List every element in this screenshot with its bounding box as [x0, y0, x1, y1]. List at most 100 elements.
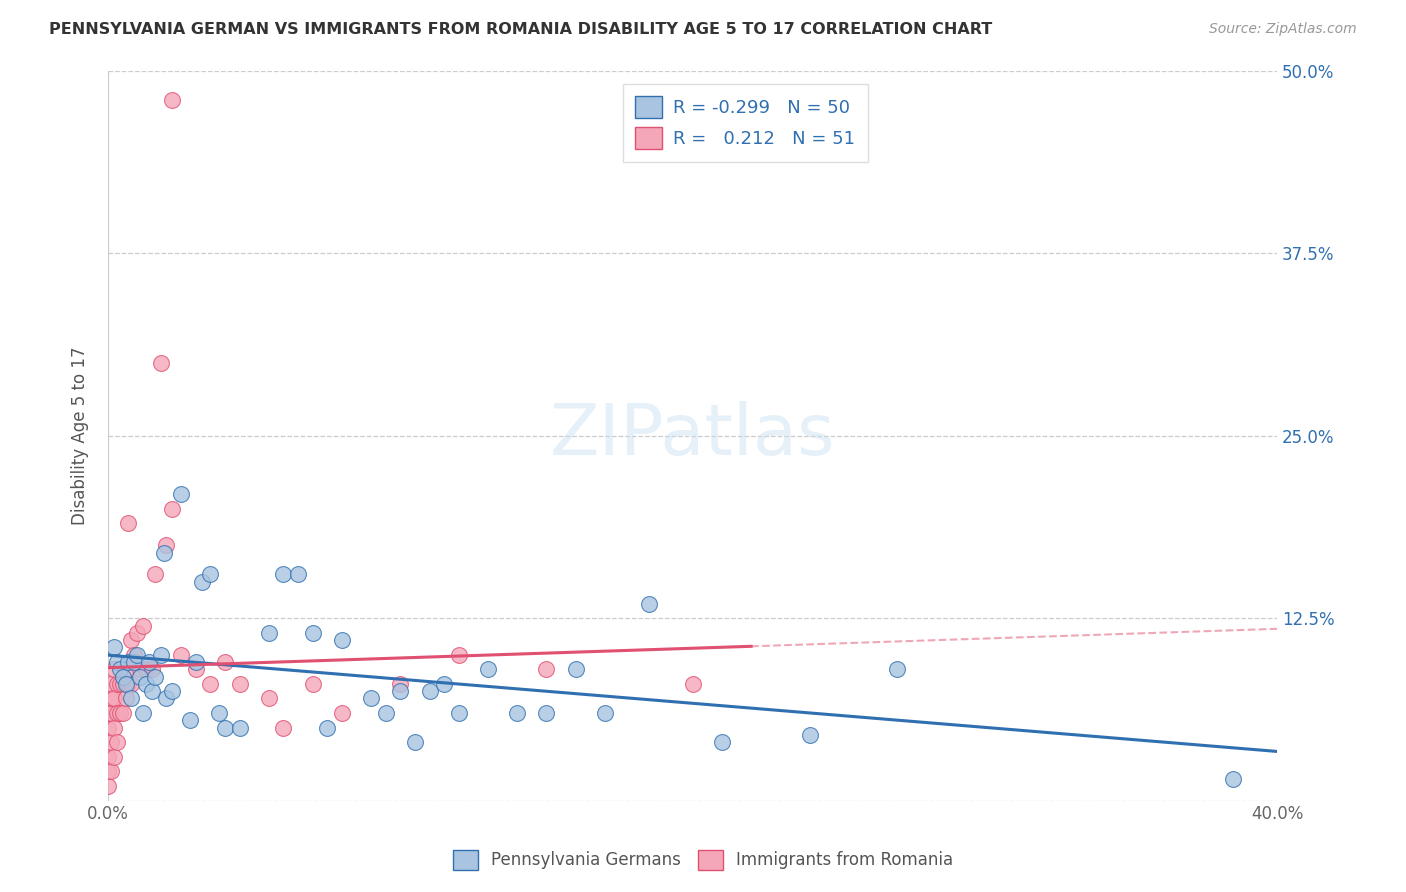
Point [124, 648, 146, 662]
Point [228, 677, 250, 691]
Point [117, 677, 139, 691]
Point [135, 677, 157, 691]
Point [105, 706, 128, 720]
Point [419, 684, 441, 698]
Point [100, 706, 122, 720]
Point [143, 567, 166, 582]
Point [124, 655, 146, 669]
Point [214, 721, 236, 735]
Point [257, 691, 280, 706]
Point [301, 625, 323, 640]
Point [141, 684, 163, 698]
Point [179, 714, 201, 728]
Point [155, 538, 177, 552]
Point [100, 677, 122, 691]
Point [152, 545, 174, 559]
Point [316, 721, 339, 735]
Point [208, 706, 231, 720]
Point [214, 655, 236, 669]
Point [114, 677, 136, 691]
Point [100, 764, 122, 779]
Point [170, 648, 193, 662]
Point [477, 662, 499, 676]
Point [100, 691, 122, 706]
Point [162, 684, 184, 698]
Point [184, 655, 207, 669]
Point [127, 648, 149, 662]
Point [97, 764, 120, 779]
Text: PENNSYLVANIA GERMAN VS IMMIGRANTS FROM ROMANIA DISABILITY AGE 5 TO 17 CORRELATIO: PENNSYLVANIA GERMAN VS IMMIGRANTS FROM R… [49, 22, 993, 37]
Point [200, 567, 222, 582]
Point [374, 706, 396, 720]
Point [103, 691, 125, 706]
Legend: R = -0.299   N = 50, R =   0.212   N = 51: R = -0.299 N = 50, R = 0.212 N = 51 [623, 84, 868, 162]
Point [138, 655, 160, 669]
Point [536, 706, 558, 720]
Point [330, 633, 353, 648]
Point [330, 706, 353, 720]
Point [149, 648, 172, 662]
Point [389, 684, 412, 698]
Point [129, 670, 152, 684]
Point [108, 662, 131, 676]
Point [447, 648, 470, 662]
Point [273, 567, 295, 582]
Point [710, 735, 733, 749]
Point [97, 749, 120, 764]
Point [536, 662, 558, 676]
Point [149, 356, 172, 370]
Point [190, 574, 212, 589]
Point [257, 625, 280, 640]
Point [564, 662, 586, 676]
Point [593, 706, 616, 720]
Point [111, 670, 134, 684]
Point [105, 677, 128, 691]
Point [127, 625, 149, 640]
Point [389, 677, 412, 691]
Point [97, 721, 120, 735]
Point [117, 516, 139, 531]
Point [682, 677, 704, 691]
Point [433, 677, 456, 691]
Point [228, 721, 250, 735]
Point [886, 662, 908, 676]
Point [103, 662, 125, 676]
Point [162, 93, 184, 107]
Point [141, 662, 163, 676]
Point [200, 677, 222, 691]
Point [120, 633, 142, 648]
Point [100, 735, 122, 749]
Point [120, 691, 142, 706]
Y-axis label: Disability Age 5 to 17: Disability Age 5 to 17 [72, 347, 89, 525]
Point [105, 735, 128, 749]
Point [103, 749, 125, 764]
Point [120, 677, 142, 691]
Point [143, 670, 166, 684]
Point [162, 501, 184, 516]
Point [170, 487, 193, 501]
Point [132, 706, 155, 720]
Point [108, 677, 131, 691]
Point [129, 662, 152, 676]
Point [111, 677, 134, 691]
Point [506, 706, 529, 720]
Point [155, 691, 177, 706]
Point [447, 706, 470, 720]
Point [105, 655, 128, 669]
Point [287, 567, 309, 582]
Point [103, 640, 125, 655]
Point [111, 706, 134, 720]
Point [1222, 772, 1244, 786]
Point [132, 618, 155, 632]
Legend: Pennsylvania Germans, Immigrants from Romania: Pennsylvania Germans, Immigrants from Ro… [446, 843, 960, 877]
Point [117, 655, 139, 669]
Point [184, 662, 207, 676]
Text: Source: ZipAtlas.com: Source: ZipAtlas.com [1209, 22, 1357, 37]
Point [360, 691, 382, 706]
Point [273, 721, 295, 735]
Point [114, 691, 136, 706]
Point [103, 721, 125, 735]
Point [114, 662, 136, 676]
Text: ZIPatlas: ZIPatlas [550, 401, 835, 470]
Point [97, 779, 120, 793]
